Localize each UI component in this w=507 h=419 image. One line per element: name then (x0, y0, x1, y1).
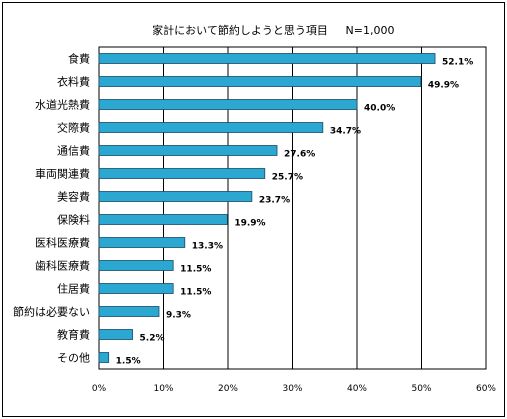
bar (98, 168, 266, 179)
bar (98, 76, 422, 87)
category-labels: 食費衣料費水道光熱費交際費通信費車両関連費美容費保険料医科医療費歯科医療費住居費… (13, 52, 90, 365)
x-tick-label: 40% (347, 384, 367, 394)
value-label: 1.5% (116, 357, 141, 367)
bar (98, 145, 278, 156)
chart-subtitle: N=1,000 (346, 24, 395, 37)
category-label: 歯科医療費 (35, 259, 90, 273)
value-label: 13.3% (192, 242, 223, 252)
x-axis-ticks: 0% 10% 20% 30% 40% 50% 60% (92, 384, 497, 394)
x-tick-label: 20% (218, 384, 238, 394)
category-label: 水道光熱費 (35, 98, 90, 112)
value-label: 49.9% (428, 81, 459, 91)
bar (98, 283, 174, 294)
value-label: 40.0% (364, 104, 395, 114)
category-label: 美容費 (57, 190, 90, 204)
value-label: 52.1% (442, 58, 473, 68)
grid-lines (98, 46, 487, 370)
bar-chart: 家計において節約しようと思う項目 N=1,000 食費衣料費水道光熱費交際費通信… (13, 23, 497, 394)
x-tick-label: 10% (153, 384, 173, 394)
bar (98, 53, 436, 64)
category-label: 交際費 (57, 121, 90, 135)
bar (98, 122, 324, 133)
category-label: 衣料費 (57, 75, 90, 89)
bar (98, 352, 110, 363)
category-label: 通信費 (57, 144, 90, 158)
value-labels: 52.1% 49.9% 40.0% 34.7% 27.6% 25.7% 23.7% 19.9%… (116, 58, 474, 367)
category-label: 車両関連費 (35, 167, 90, 181)
category-label: 節約は必要ない (13, 305, 90, 319)
bar (98, 99, 358, 110)
value-label: 34.7% (330, 127, 361, 137)
value-label: 11.5% (180, 288, 211, 298)
x-tick-label: 60% (476, 384, 496, 394)
category-label: 教育費 (57, 328, 90, 342)
bar (98, 214, 228, 225)
bar (98, 237, 186, 248)
category-label: 保険料 (57, 213, 90, 227)
value-label: 25.7% (272, 173, 303, 183)
x-tick-label: 50% (411, 384, 431, 394)
x-tick-label: 0% (92, 384, 107, 394)
value-label: 9.3% (166, 311, 191, 321)
x-tick-label: 30% (282, 384, 302, 394)
bar (98, 260, 174, 271)
value-label: 27.6% (284, 150, 315, 160)
category-label: 住居費 (57, 282, 90, 296)
value-label: 23.7% (259, 196, 290, 206)
category-label: 医科医療費 (35, 236, 90, 250)
value-label: 19.9% (234, 219, 265, 229)
value-label: 5.2% (140, 334, 165, 344)
bar (98, 329, 133, 340)
chart-title: 家計において節約しようと思う項目 (152, 23, 328, 37)
bars (98, 53, 436, 363)
category-label: 食費 (68, 52, 90, 66)
bar (98, 191, 253, 202)
bar (98, 306, 160, 317)
value-label: 11.5% (180, 265, 211, 275)
category-label: その他 (57, 352, 90, 365)
